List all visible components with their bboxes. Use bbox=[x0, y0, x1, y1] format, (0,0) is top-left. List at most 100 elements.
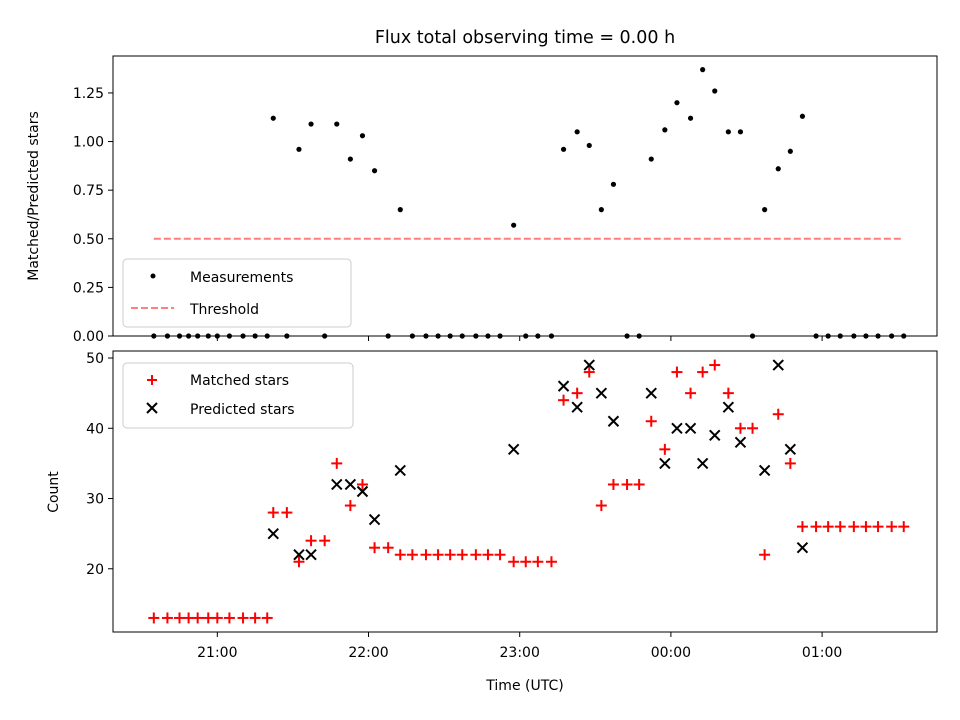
matched-star-point bbox=[709, 359, 721, 371]
matched-star-point bbox=[545, 556, 557, 568]
predicted-star-point bbox=[758, 464, 771, 477]
measurement-point bbox=[662, 127, 668, 133]
matched-star-point bbox=[796, 521, 808, 533]
matched-star-point bbox=[192, 612, 204, 624]
measurement-point bbox=[700, 67, 706, 73]
ratio-plot-area: 0.00 0.25 0.50 0.75 1.00 1.25 bbox=[73, 55, 938, 345]
measurement-point bbox=[787, 148, 793, 154]
measurement-point bbox=[799, 113, 806, 119]
predicted-star-point bbox=[507, 443, 520, 456]
measurement-point bbox=[737, 129, 744, 135]
matched-star-point bbox=[470, 549, 482, 561]
measurement-point bbox=[775, 166, 781, 172]
matched-legend-marker bbox=[147, 375, 157, 385]
matched-star-point bbox=[872, 521, 884, 533]
predicted-star-point bbox=[368, 513, 381, 526]
matched-star-point bbox=[607, 478, 619, 490]
measurement-point bbox=[586, 142, 592, 149]
matched-star-point bbox=[319, 535, 331, 547]
x-tick-label: 21:00 bbox=[197, 645, 237, 661]
matched-star-point bbox=[482, 549, 494, 561]
measurement-point bbox=[397, 207, 403, 213]
matched-star-point bbox=[237, 612, 249, 624]
matched-star-point bbox=[571, 387, 583, 399]
measurement-point bbox=[296, 146, 302, 152]
measurement-point bbox=[371, 168, 378, 174]
measurement-point bbox=[648, 156, 654, 162]
predicted-star-point bbox=[305, 549, 317, 561]
measurement-point bbox=[674, 100, 680, 106]
measurement-point bbox=[308, 121, 314, 127]
count-legend: Matched stars Predicted stars bbox=[122, 362, 354, 429]
predicted-star-point bbox=[293, 549, 305, 561]
matched-star-point bbox=[331, 457, 343, 469]
matched-star-point bbox=[394, 549, 406, 561]
matched-star-point bbox=[860, 521, 872, 533]
matched-star-point bbox=[834, 521, 846, 533]
matched-star-point bbox=[784, 457, 796, 469]
predicted-legend-marker bbox=[146, 402, 158, 414]
predicted-star-point bbox=[331, 478, 343, 491]
predicted-star-point bbox=[784, 443, 797, 456]
matched-star-point bbox=[558, 394, 570, 406]
predicted-star-point bbox=[796, 541, 809, 554]
matched-star-point bbox=[810, 521, 822, 533]
predicted-star-point bbox=[595, 387, 608, 399]
matched-star-point bbox=[223, 612, 235, 624]
threshold-legend-label: Threshold bbox=[189, 302, 259, 318]
predicted-star-point bbox=[722, 401, 735, 413]
predicted-star-point bbox=[394, 464, 406, 477]
ratio-legend-box bbox=[122, 258, 352, 328]
measurement-point bbox=[762, 207, 768, 213]
count-legend-box bbox=[122, 362, 354, 429]
count-plot-area: 20 30 40 50 21:00 22:00 23:00 00:00 01:00 bbox=[86, 350, 938, 661]
matched-star-point bbox=[583, 366, 595, 378]
matched-star-point bbox=[621, 478, 633, 490]
matched-legend-label: Matched stars bbox=[190, 373, 289, 389]
matched-star-point bbox=[293, 556, 305, 568]
predicted-star-point bbox=[571, 401, 583, 413]
count-y-axis-label: Count bbox=[46, 471, 62, 513]
predicted-star-point bbox=[659, 457, 671, 470]
ratio-legend: Measurements Threshold bbox=[122, 258, 352, 328]
matched-star-point bbox=[886, 521, 898, 533]
ratio-y-tick-label: 1.25 bbox=[73, 86, 104, 102]
matched-star-point bbox=[848, 521, 860, 533]
x-tick-label: 23:00 bbox=[500, 645, 540, 661]
matched-star-point bbox=[382, 542, 394, 554]
x-tick-label: 22:00 bbox=[348, 645, 388, 661]
predicted-star-point bbox=[772, 359, 784, 371]
matched-star-point bbox=[595, 500, 607, 512]
matched-star-point bbox=[822, 521, 834, 533]
matched-star-point bbox=[267, 507, 279, 519]
predicted-star-point bbox=[671, 422, 683, 434]
ratio-panel: Flux total observing time = 0.00 h 0.00 0… bbox=[26, 28, 938, 345]
ratio-y-tick-label: 0.25 bbox=[73, 280, 104, 296]
predicted-star-point bbox=[607, 415, 620, 427]
count-axes-frame bbox=[112, 350, 938, 633]
measurement-point bbox=[687, 115, 694, 121]
predicted-star-point bbox=[557, 380, 570, 392]
matched-star-point bbox=[508, 556, 520, 568]
predicted-star-point bbox=[645, 387, 657, 399]
matched-star-point bbox=[281, 507, 293, 519]
matched-star-point bbox=[369, 542, 381, 554]
measurement-point bbox=[511, 222, 517, 228]
ratio-y-tick-label: 0.50 bbox=[73, 232, 104, 248]
matched-star-point bbox=[406, 549, 418, 561]
count-y-tick-label: 30 bbox=[86, 492, 104, 508]
matched-star-point bbox=[697, 366, 709, 378]
predicted-legend-label: Predicted stars bbox=[190, 402, 295, 418]
predicted-star-point bbox=[734, 436, 747, 449]
ratio-y-tick-label: 0.75 bbox=[73, 183, 104, 199]
ratio-y-tick-label: 0.00 bbox=[73, 329, 104, 345]
predicted-star-point bbox=[267, 527, 279, 540]
matched-star-point bbox=[759, 549, 771, 561]
matched-star-point bbox=[898, 521, 910, 533]
matched-star-point bbox=[645, 415, 657, 427]
matched-star-point bbox=[444, 549, 456, 561]
predicted-star-point bbox=[344, 478, 357, 491]
chart-title: Flux total observing time = 0.00 h bbox=[375, 28, 675, 48]
matched-star-point bbox=[633, 478, 645, 490]
